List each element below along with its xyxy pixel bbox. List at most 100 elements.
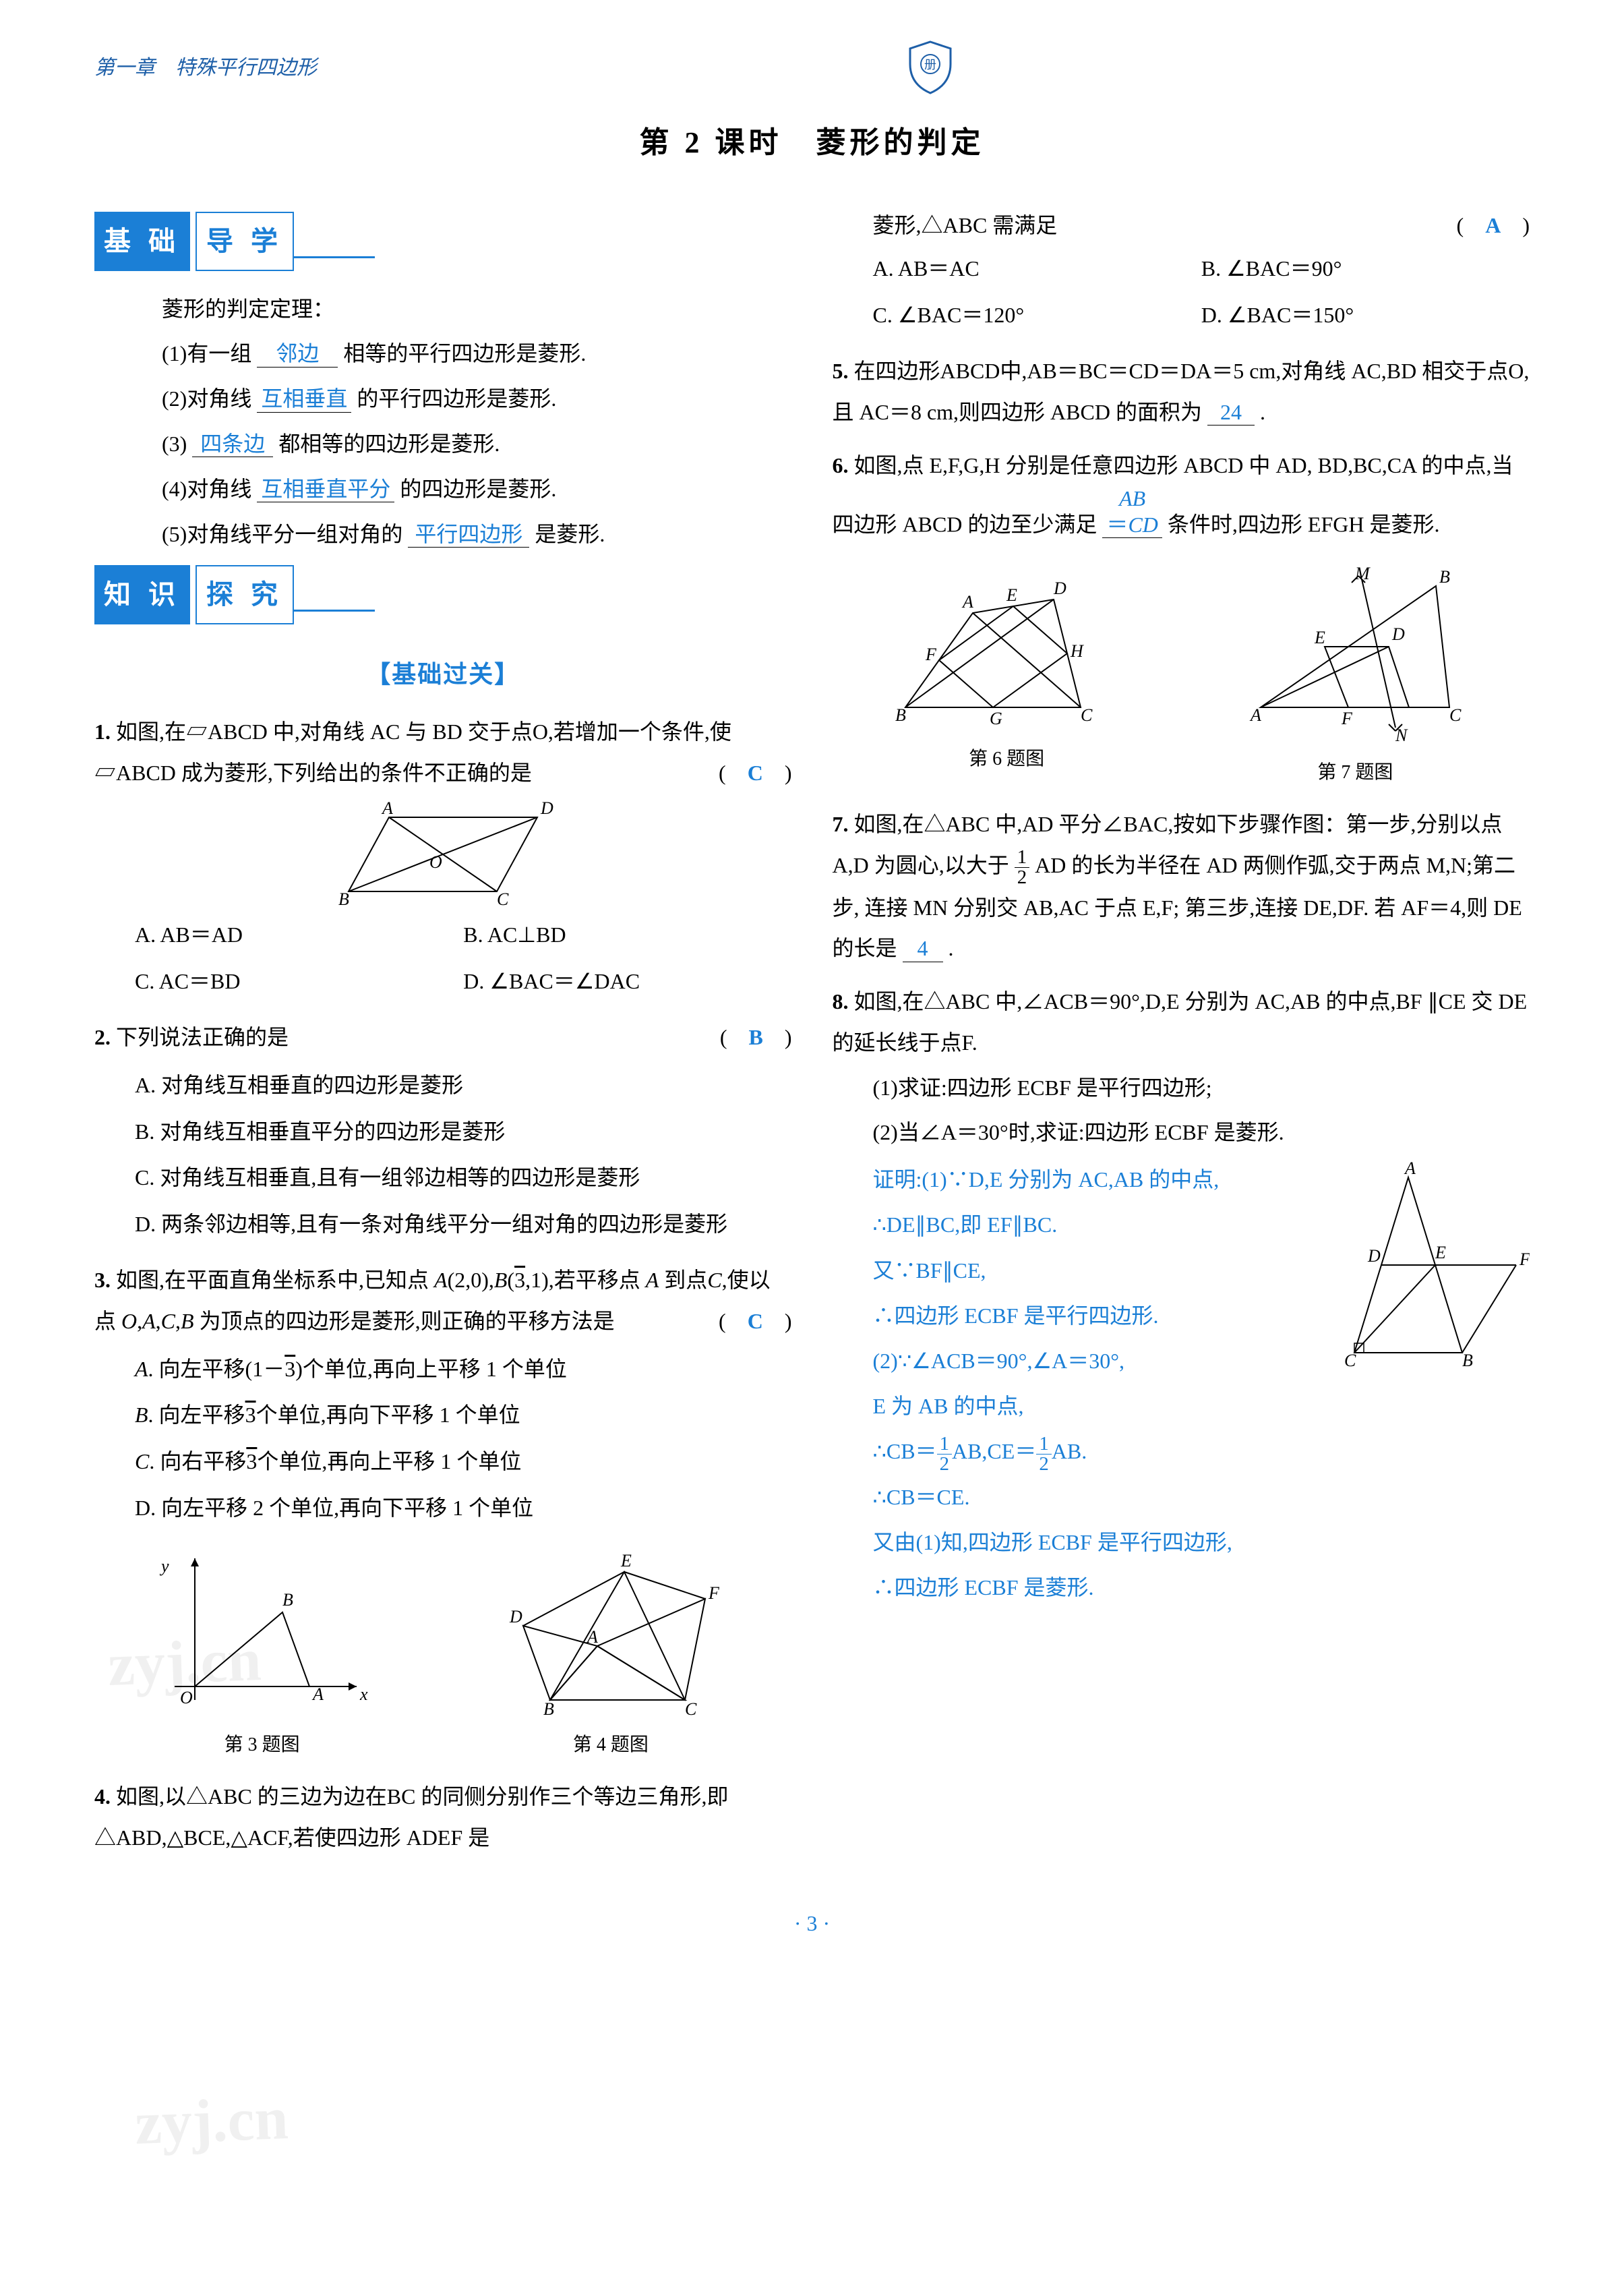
question-3: 3. 如图,在平面直角坐标系中,已知点 A(2,0),B(3,1),若平移点 A… [94,1260,792,1342]
proof-line: 证明:(1)∵D,E 分别为 AC,AB 的中点, [873,1157,1315,1202]
text: (1)有一组 [162,341,251,365]
proof-line: ∴DE∥BC,即 EF∥BC. [873,1202,1315,1247]
page-number: · 3 · [94,1903,1530,1944]
option-b: B. 对角线互相垂直平分的四边形是菱形 [135,1109,792,1155]
figure-q4: B C A D E F 第 4 题图 [483,1545,739,1763]
svg-text:C: C [1081,705,1093,725]
svg-text:B: B [1439,567,1450,587]
paren-answer: ( A ) [1457,205,1530,246]
q8-part2: (2)当∠A＝30°时,求证:四边形 ECBF 是菱形. [873,1112,1530,1153]
proof-line: 又由(1)知,四边形 ECBF 是平行四边形, [873,1520,1315,1565]
text: 条件时,四边形 EFGH 是菱形. [1168,512,1440,537]
subsection-title: 【基础过关】 [94,651,792,697]
svg-text:F: F [1341,709,1353,728]
tab-underline [294,225,375,258]
option-b: B. ∠BAC＝90° [1201,245,1530,292]
theorem-2: (2)对角线 互相垂直 的平行四边形是菱形. [162,378,792,419]
svg-text:N: N [1395,726,1408,745]
proof-line: (2)∵∠ACB＝90°,∠A＝30°, [873,1339,1315,1384]
q-number: 5. [833,359,854,383]
text: 的平行四边形是菱形. [357,386,556,411]
text: 的四边形是菱形. [400,477,556,501]
q3-options: A. 向左平移(1－3)个单位,再向上平移 1 个单位 B. 向左平移3个单位,… [135,1346,792,1531]
blank-answer: 平行四边形 [408,521,529,548]
proof-text: 证明:(1)∵D,E 分别为 AC,AB 的中点, ∴DE∥BC,即 EF∥BC… [873,1157,1315,1610]
svg-text:F: F [708,1583,720,1603]
q2-options: A. 对角线互相垂直的四边形是菱形 B. 对角线互相垂直平分的四边形是菱形 C.… [135,1062,792,1247]
proof-line: 又∵BF∥CE, [873,1248,1315,1293]
blank-answer: AB＝CD [1102,486,1162,538]
answer: B [748,1025,762,1049]
svg-text:D: D [1391,624,1405,644]
proof-wrapper: 证明:(1)∵D,E 分别为 AC,AB 的中点, ∴DE∥BC,即 EF∥BC… [833,1157,1530,1610]
proof-line: ∴CB＝12AB,CE＝12AB. [873,1429,1315,1474]
answer: C [748,1309,763,1333]
svg-text:O: O [429,852,442,872]
two-column-layout: 基 础 导 学 菱形的判定定理： (1)有一组 邻边 相等的平行四边形是菱形. … [94,205,1530,1862]
svg-text:y: y [159,1556,169,1576]
figure-row-q3-q4: y x O A B 第 3 题图 B C [94,1545,792,1763]
tab-blue: 知 识 [94,565,190,624]
figure-caption: 第 3 题图 [148,1727,377,1763]
q-number: 7. [833,812,854,836]
text: . [949,936,954,960]
option-c: C. 对角线互相垂直,且有一组邻边相等的四边形是菱形 [135,1154,792,1201]
svg-text:B: B [543,1699,554,1719]
chapter-label: 第一章 特殊平行四边形 [94,49,317,87]
coord-diagram: y x O A B [148,1545,377,1720]
theorem-5: (5)对角线平分一组对角的 平行四边形 是菱形. [162,514,792,555]
fraction: 12 [1015,848,1029,887]
option-d: D. 向左平移 2 个单位,再向下平移 1 个单位 [135,1485,792,1531]
svg-text:D: D [1367,1246,1381,1266]
text: (2)对角线 [162,386,251,411]
figure-caption: 第 4 题图 [483,1727,739,1763]
proof-line: ∴四边形 ECBF 是平行四边形. [873,1293,1315,1339]
svg-text:C: C [685,1699,697,1719]
proof-line: ∴CB＝CE. [873,1475,1315,1520]
text: . [1260,400,1265,424]
theorem-3: (3) 四条边 都相等的四边形是菱形. [162,423,792,465]
svg-text:C: C [1344,1351,1356,1370]
text: 是菱形. [535,522,605,546]
svg-text:G: G [990,709,1002,728]
q-number: 4. [94,1784,116,1809]
svg-text:F: F [925,645,937,664]
answer: A [1485,213,1501,237]
svg-text:E: E [1314,628,1325,647]
blank-answer: 4 [903,935,943,962]
answer: C [748,761,763,785]
text: (3) [162,432,187,456]
text: AB,CE＝ [952,1439,1036,1463]
text: 相等的平行四边形是菱形. [343,341,586,365]
text: 都相等的四边形是菱形. [278,432,500,456]
svg-text:D: D [1053,579,1066,598]
page-header: 第一章 特殊平行四边形 册 [94,40,1530,94]
theorem-4: (4)对角线 互相垂直平分 的四边形是菱形. [162,469,792,510]
tab-underline [294,578,375,612]
svg-text:A: A [1404,1158,1416,1178]
paren-answer: ( C ) [719,753,791,794]
option-c: C. AC＝BD [135,958,463,1005]
blank-answer: 互相垂直 [257,386,351,412]
question-1: 1. 如图,在▱ABCD 中,对角线 AC 与 BD 交于点O,若增加一个条件,… [94,711,792,794]
svg-text:O: O [180,1688,193,1707]
q-text: 如图,在平面直角坐标系中,已知点 A(2,0),B(3,1),若平移点 A 到点… [94,1268,771,1333]
option-c: C. ∠BAC＝120° [873,292,1201,339]
q8-part1: (1)求证:四边形 ECBF 是平行四边形; [873,1067,1530,1109]
theorem-lead: 菱形的判定定理： [162,289,792,330]
svg-text:D: D [540,798,553,818]
q-number: 8. [833,989,854,1014]
svg-text:A: A [1249,705,1261,725]
text: (5)对角线平分一组对角的 [162,522,402,546]
paren-answer: ( B ) [720,1017,792,1058]
watermark: zyj.cn [133,2061,290,2181]
question-4-cont: 菱形,△ABC 需满足 ( A ) [873,205,1530,246]
svg-text:F: F [1519,1250,1530,1269]
text: AB. [1052,1439,1087,1463]
figure-caption: 第 6 题图 [872,741,1141,777]
q-number: 3. [94,1268,116,1292]
tab-blue: 基 础 [94,212,190,271]
svg-text:A: A [311,1684,324,1704]
svg-text:B: B [338,889,349,909]
question-2: 2. 下列说法正确的是 ( B ) [94,1017,792,1058]
